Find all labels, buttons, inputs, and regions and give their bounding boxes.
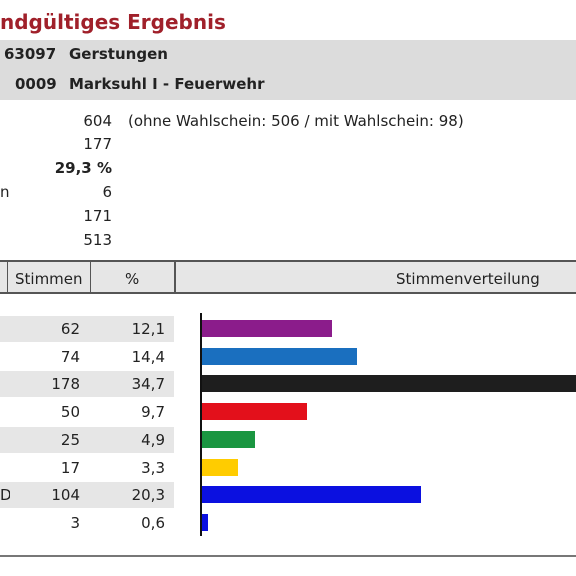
- table-row: 25 4,9: [0, 427, 576, 453]
- vote-bar: [202, 514, 208, 531]
- votes-total-value: 513: [83, 231, 112, 249]
- cut-label: n: [0, 183, 10, 201]
- table-header: Stimmen % Stimmenverteilung: [0, 260, 576, 294]
- percent-cell: 34,7: [131, 375, 165, 393]
- vote-bar: [202, 348, 357, 365]
- vote-bar: [202, 403, 307, 420]
- table-row: 74 14,4: [0, 344, 576, 370]
- table-row: 17 3,3: [0, 455, 576, 481]
- turnout-value: 29,3 %: [54, 159, 112, 177]
- header-votes: Stimmen: [15, 270, 83, 288]
- percent-cell: 0,6: [141, 514, 165, 532]
- eligible-note: (ohne Wahlschein: 506 / mit Wahlschein: …: [128, 112, 464, 130]
- percent-cell: 20,3: [131, 486, 165, 504]
- divider: [0, 555, 576, 557]
- percent-cell: 14,4: [131, 348, 165, 366]
- votes-cell: 50: [60, 403, 80, 421]
- table-row: 3 0,6: [0, 510, 576, 536]
- table-row: 50 9,7: [0, 399, 576, 425]
- row-shade: [0, 316, 174, 342]
- votes-cell: 3: [70, 514, 80, 532]
- header-distribution: Stimmenverteilung: [396, 270, 540, 288]
- votes-cell: 25: [60, 431, 80, 449]
- percent-cell: 4,9: [141, 431, 165, 449]
- vote-bar: [202, 459, 238, 476]
- municipality-code: 63097: [4, 45, 57, 63]
- percent-cell: 3,3: [141, 459, 165, 477]
- votes-cell: 178: [51, 375, 80, 393]
- row-shade: [0, 427, 174, 453]
- header-percent: %: [125, 270, 140, 288]
- table-row: 62 12,1: [0, 316, 576, 342]
- district-row: 0009 Marksuhl I - Feuerwehr: [0, 70, 576, 100]
- municipality-name: Gerstungen: [69, 45, 168, 63]
- district-code: 0009: [15, 75, 57, 93]
- chart-axis: [200, 313, 202, 536]
- row-shade: [0, 371, 174, 397]
- votes-cell: 62: [60, 320, 80, 338]
- votes-cell: 17: [60, 459, 80, 477]
- percent-cell: 12,1: [131, 320, 165, 338]
- vote-bar: [202, 375, 576, 392]
- voters-value: 177: [83, 135, 112, 153]
- district-name: Marksuhl I - Feuerwehr: [69, 75, 265, 93]
- vote-bar: [202, 431, 255, 448]
- municipality-row: 63097 Gerstungen: [0, 40, 576, 70]
- percent-cell: 9,7: [141, 403, 165, 421]
- votes-cell: 104: [51, 486, 80, 504]
- row-shade: [0, 482, 174, 508]
- vote-bar: [202, 320, 332, 337]
- vote-bar: [202, 486, 421, 503]
- table-row: 178 34,7: [0, 371, 576, 397]
- invalid-value: 6: [102, 183, 112, 201]
- table-row: D 104 20,3: [0, 482, 576, 508]
- party-name-fragment: D: [0, 486, 10, 504]
- page-title: ndgültiges Ergebnis: [0, 10, 226, 34]
- votes-cell: 74: [60, 348, 80, 366]
- valid-value: 171: [83, 207, 112, 225]
- eligible-value: 604: [83, 112, 112, 130]
